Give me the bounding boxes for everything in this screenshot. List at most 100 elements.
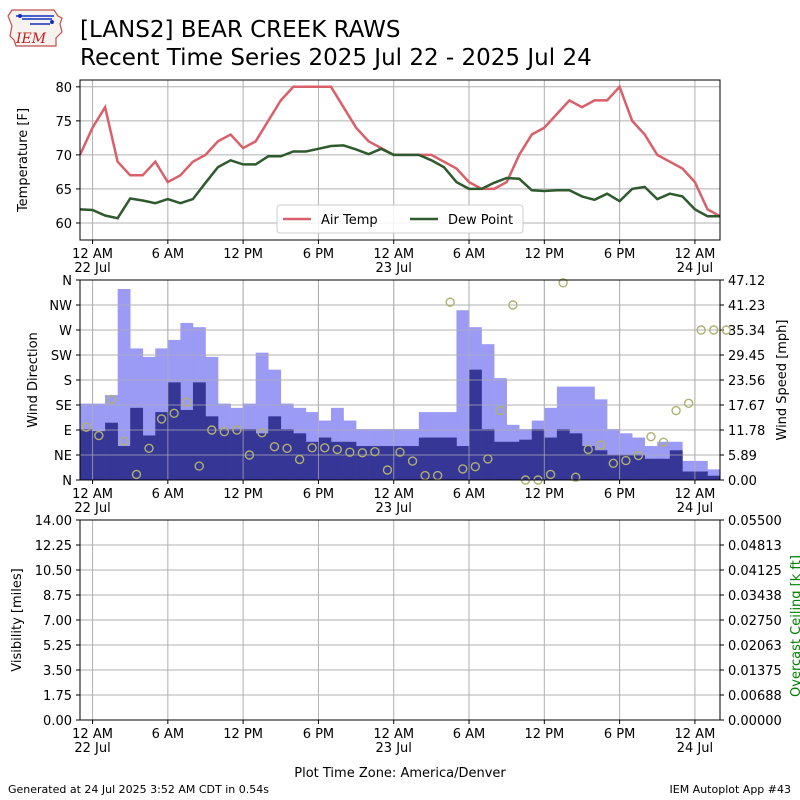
wind-direction-point	[633, 450, 644, 461]
wind-speed-bar	[117, 446, 131, 480]
wind-speed-axis-label: Wind Speed [mph]	[775, 320, 790, 441]
wind-direction-point	[646, 431, 656, 442]
y2-tick-label: 0.02063	[728, 639, 782, 654]
y-tick-label: E	[64, 424, 72, 439]
x-tick-label: 12 PM	[524, 247, 564, 262]
wind-direction-point	[320, 443, 330, 453]
y2-tick-label: 5.89	[728, 449, 757, 464]
wind-direction-point	[683, 398, 694, 409]
wind-speed-bar	[619, 454, 633, 480]
wind-direction-point	[244, 450, 255, 460]
x-tick-label: 12 AM	[72, 727, 113, 742]
x-tick-label: 12 AM	[675, 247, 716, 262]
wind-direction-point	[495, 405, 506, 416]
y2-tick-label: 0.04125	[728, 564, 782, 579]
wind-direction-point	[445, 297, 455, 307]
y2-tick-label: 0.00	[728, 474, 757, 489]
wind-direction-point	[458, 464, 468, 474]
x-tick-label: 6 PM	[604, 487, 635, 502]
x-tick-label: 12 AM	[675, 487, 716, 502]
wind-speed-bar	[669, 450, 683, 480]
x-tick-label: 12 PM	[223, 487, 263, 502]
y-tick-label: 65	[55, 183, 72, 198]
y-tick-label: 0.00	[43, 714, 72, 729]
wind-direction-point	[181, 397, 192, 407]
wind-gust-bar	[117, 288, 131, 480]
wind-direction-point	[671, 405, 681, 416]
wind-speed-bar	[255, 433, 269, 480]
wind-direction-point	[169, 408, 179, 419]
wind-speed-bar	[418, 437, 432, 480]
wind-direction-point	[596, 440, 606, 450]
wind-direction-point	[709, 325, 719, 335]
x-tick-label: 6 PM	[604, 727, 635, 742]
wind-speed-bar	[406, 446, 420, 480]
wind-direction-axis-label: Wind Direction	[26, 332, 41, 428]
x-tick-label: 12 AM	[373, 727, 414, 742]
y2-tick-label: 0.04813	[728, 539, 782, 554]
x-tick-label: 12 AM	[72, 487, 113, 502]
x-tick-date-label: 22 Jul	[74, 741, 110, 756]
wind-direction-point	[357, 448, 368, 458]
wind-direction-point	[395, 447, 405, 457]
wind-speed-bar	[105, 422, 118, 480]
wind-direction-point	[219, 426, 230, 437]
wind-direction-point	[307, 443, 317, 453]
wind-direction-point	[131, 469, 142, 480]
wind-speed-bar	[707, 475, 721, 480]
wind-gust-bar	[456, 310, 470, 480]
y-tick-label: 75	[55, 115, 72, 130]
y2-tick-label: 23.56	[728, 374, 765, 389]
wind-speed-bar	[381, 446, 395, 480]
wind-direction-point	[483, 454, 493, 464]
y-tick-label: SE	[56, 399, 72, 414]
wind-direction-point	[407, 456, 418, 466]
y-tick-label: 3.50	[43, 664, 72, 679]
x-tick-label: 12 AM	[373, 487, 414, 502]
timezone-label: Plot Time Zone: America/Denver	[294, 766, 506, 781]
wind-direction-point	[156, 414, 167, 424]
x-tick-date-label: 23 Jul	[376, 261, 412, 276]
logo-text: IEM	[15, 31, 47, 47]
wind-speed-bar	[682, 471, 696, 480]
wind-direction-point	[608, 458, 619, 469]
y-tick-label: S	[64, 374, 72, 389]
legend-label: Air Temp	[321, 213, 378, 228]
y-tick-label: N	[62, 274, 72, 289]
y-tick-label: W	[59, 324, 72, 339]
y-tick-label: 70	[55, 149, 72, 164]
x-tick-label: 12 AM	[675, 727, 716, 742]
wind-speed-bar	[456, 446, 470, 480]
wind-direction-point	[232, 425, 242, 435]
wind-speed-bar	[644, 458, 658, 480]
wind-direction-point	[119, 436, 129, 446]
wind-direction-point	[570, 472, 581, 482]
wind-direction-point	[621, 455, 631, 466]
wind-direction-point	[696, 325, 706, 335]
y2-tick-label: 0.05500	[728, 514, 782, 529]
plot-frame	[79, 79, 721, 241]
y2-tick-label: 29.45	[728, 349, 765, 364]
y-tick-label: NW	[49, 299, 72, 314]
x-tick-date-label: 24 Jul	[677, 501, 713, 516]
wind-direction-point	[721, 325, 731, 335]
wind-speed-bar	[305, 441, 319, 480]
wind-direction-point	[370, 446, 380, 457]
y2-tick-label: 11.78	[728, 424, 765, 439]
wind-speed-bar	[443, 437, 457, 480]
visibility-axis-label: Visibility [miles]	[10, 568, 25, 671]
wind-direction-point	[470, 461, 480, 472]
wind-direction-point	[508, 300, 518, 310]
y-tick-label: 14.00	[35, 514, 72, 529]
legend-box	[276, 204, 524, 234]
wind-speed-bar	[155, 412, 169, 480]
wind-direction-point	[294, 454, 305, 465]
y-tick-label: SW	[51, 349, 72, 364]
y-tick-label: 60	[55, 217, 72, 232]
wind-direction-point	[545, 469, 556, 480]
wind-direction-point	[106, 394, 117, 405]
x-tick-label: 6 PM	[604, 247, 635, 262]
wind-direction-point	[194, 461, 204, 471]
y-tick-label: 8.75	[43, 589, 72, 604]
wind-direction-point	[382, 465, 393, 475]
